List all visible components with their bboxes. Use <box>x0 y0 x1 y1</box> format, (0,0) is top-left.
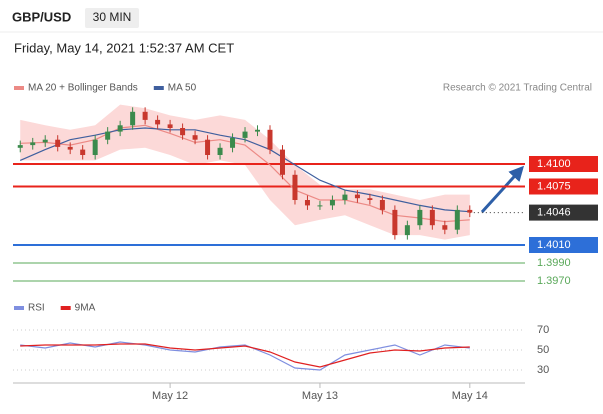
candle-body <box>292 174 298 200</box>
indicator-line <box>20 341 470 371</box>
candle-body <box>367 198 373 200</box>
candle-body <box>117 125 123 132</box>
candle-body <box>267 129 273 150</box>
candle-body <box>429 209 435 226</box>
candle-body <box>105 131 111 140</box>
candle-body <box>180 128 186 136</box>
forecast-arrow <box>480 165 525 214</box>
candle-body <box>167 124 173 128</box>
candle-body <box>192 135 198 140</box>
candle-body <box>92 139 98 155</box>
interval: 30 MIN <box>93 10 132 24</box>
candle-body <box>142 111 148 120</box>
candle-body <box>217 147 223 155</box>
candle-body <box>379 200 385 210</box>
level-label: 1.4100 <box>537 158 571 170</box>
candle-body <box>467 209 473 213</box>
level-box <box>529 237 598 253</box>
candle-body <box>30 142 36 146</box>
candle-body <box>354 194 360 199</box>
candle-body <box>442 225 448 230</box>
candle-body <box>404 225 410 236</box>
y-tick-label: 50 <box>537 344 549 356</box>
interval-badge <box>85 8 139 28</box>
candle-body <box>17 145 23 148</box>
symbol: GBP/USD <box>12 9 71 24</box>
candle-body <box>392 209 398 236</box>
y-tick-label: 70 <box>537 324 549 336</box>
legend-swatch <box>14 306 24 310</box>
y-tick-label: 30 <box>537 364 549 376</box>
level-label: 1.4010 <box>537 239 571 251</box>
level-box <box>529 204 598 221</box>
candle-body <box>155 119 161 125</box>
legend-swatch <box>14 86 24 90</box>
legend-label: MA 20 + Bollinger Bands <box>28 83 138 94</box>
legend-swatch <box>153 86 164 90</box>
candle-body <box>242 131 248 138</box>
candle-body <box>130 111 136 126</box>
x-tick-label: May 13 <box>302 390 338 402</box>
candle-body <box>329 200 335 206</box>
candle-body <box>230 137 236 148</box>
level-box <box>529 156 598 172</box>
candle-body <box>205 139 211 155</box>
level-label: 1.4075 <box>537 180 571 192</box>
candle-body <box>42 139 48 143</box>
level-label: 1.3990 <box>537 257 571 269</box>
candle-body <box>55 139 61 147</box>
credit: Research © 2021 Trading Central <box>443 83 592 94</box>
candle-body <box>317 205 323 207</box>
candle-body <box>454 209 460 230</box>
level-label: 1.3970 <box>537 275 571 287</box>
x-tick-label: May 14 <box>452 390 488 402</box>
candle-body <box>417 209 423 226</box>
candle-body <box>304 200 310 206</box>
candle-body <box>342 194 348 200</box>
legend-label: RSI <box>28 303 45 314</box>
candle-body <box>80 149 86 155</box>
x-tick-label: May 12 <box>152 390 188 402</box>
datetime: Friday, May 14, 2021 1:52:37 AM CET <box>14 40 234 55</box>
legend-label: MA 50 <box>168 83 197 94</box>
candle-body <box>255 129 261 132</box>
legend-label: 9MA <box>75 303 96 314</box>
bollinger-band <box>20 104 470 240</box>
legend-swatch <box>60 306 71 310</box>
indicator-line <box>20 343 470 368</box>
candle-body <box>279 149 285 175</box>
level-box <box>529 178 598 195</box>
candle-body <box>67 146 73 150</box>
level-label: 1.4046 <box>537 207 571 219</box>
